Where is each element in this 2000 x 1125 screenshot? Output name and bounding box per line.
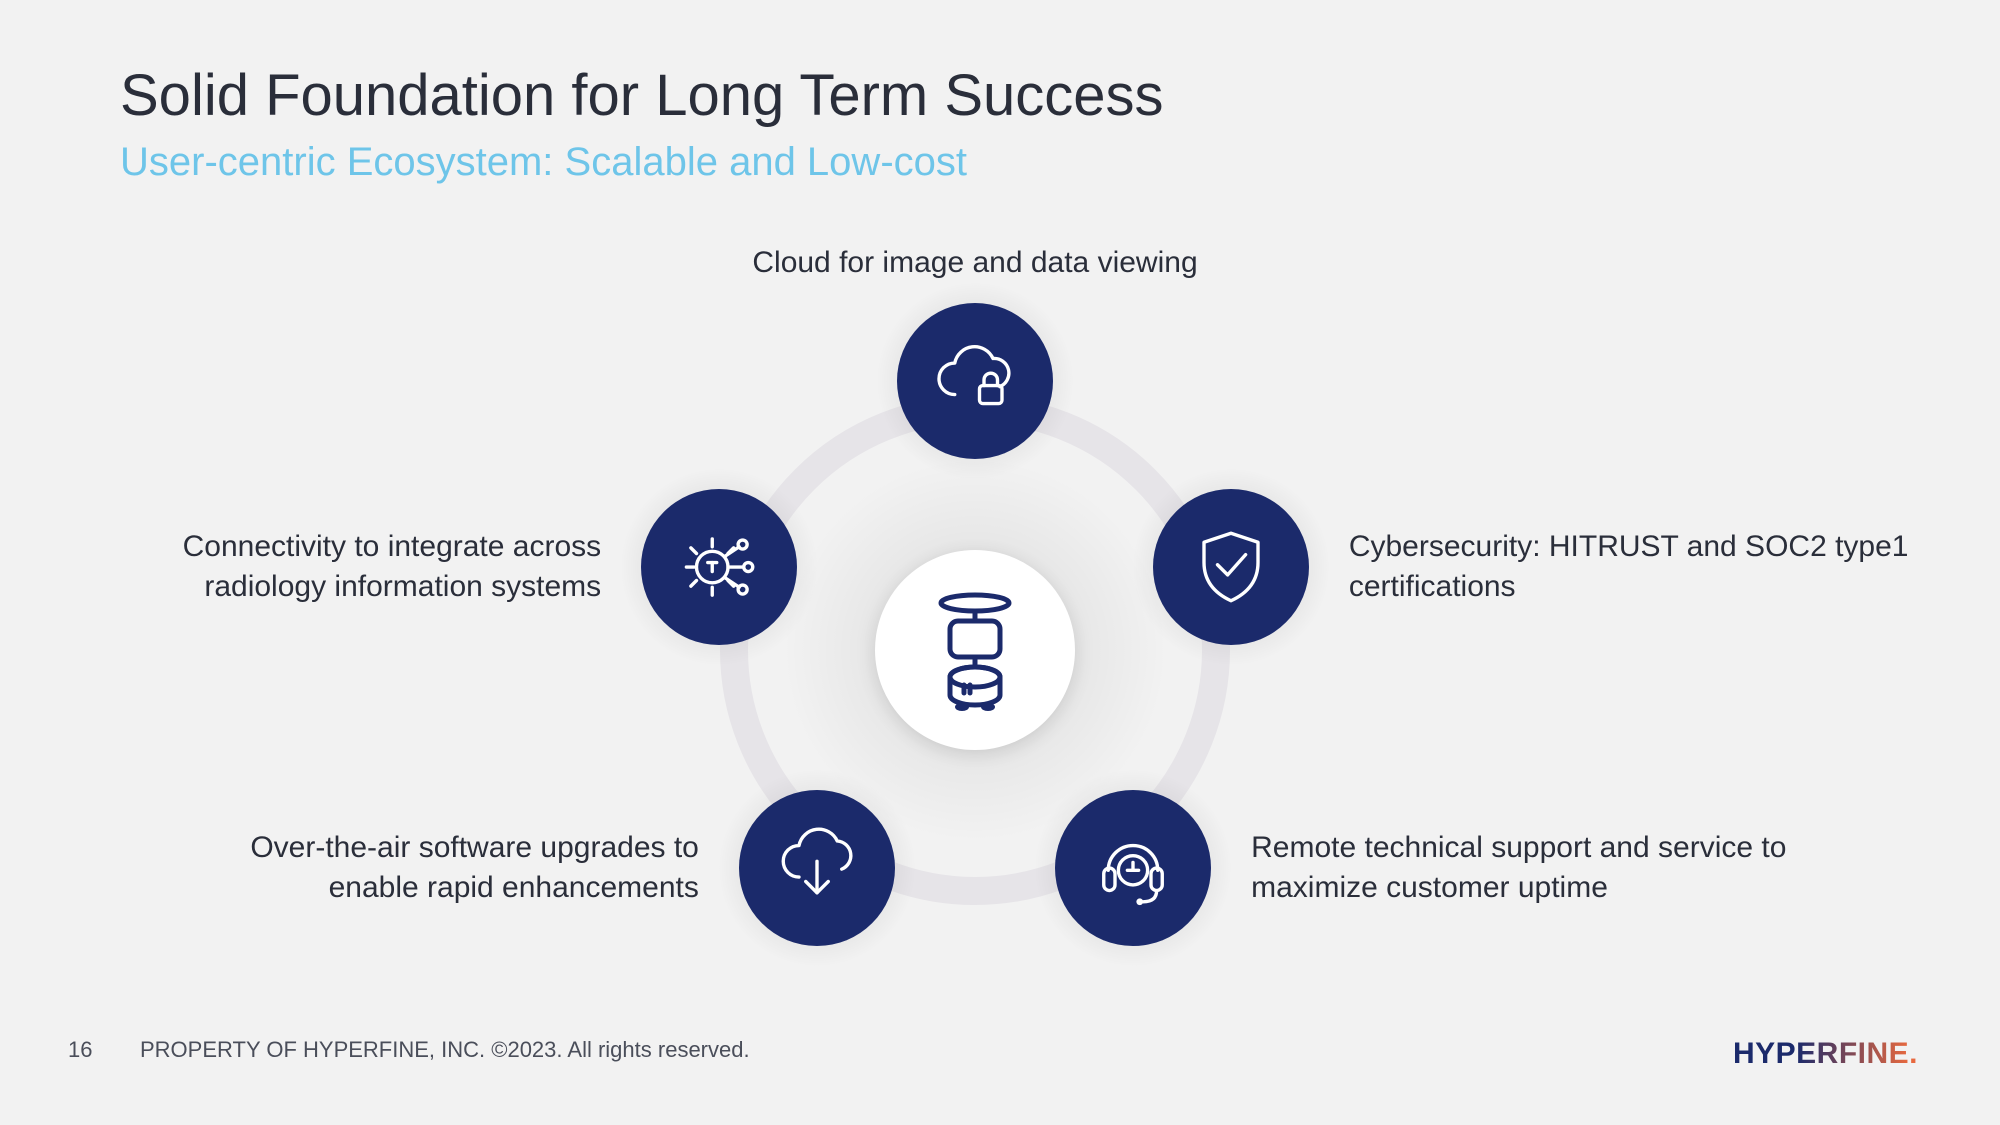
shield-check-icon [1186, 522, 1276, 612]
gear-network-icon [674, 522, 764, 612]
cloud-download-icon [772, 823, 862, 913]
label-connect: Connectivity to integrate across radiolo… [121, 527, 601, 608]
center-hub [875, 550, 1075, 750]
node-connect [641, 489, 797, 645]
label-cloud: Cloud for image and data viewing [625, 243, 1325, 284]
node-ota [739, 790, 895, 946]
node-security [1153, 489, 1309, 645]
label-security: Cybersecurity: HITRUST and SOC2 type1 ce… [1349, 527, 1909, 608]
brand-logo: HYPERFINE. [1733, 1037, 1918, 1071]
node-cloud [897, 303, 1053, 459]
cloud-lock-icon [930, 336, 1020, 426]
node-support [1055, 790, 1211, 946]
label-ota: Over-the-air software upgrades to enable… [219, 828, 699, 909]
mri-device-icon [920, 585, 1030, 715]
page-number: 16 [68, 1037, 92, 1063]
label-support: Remote technical support and service to … [1251, 828, 1811, 909]
copyright: PROPERTY OF HYPERFINE, INC. ©2023. All r… [140, 1037, 750, 1063]
ecosystem-diagram: Cloud for image and data viewing Cybersec… [0, 0, 2000, 1125]
headset-icon [1088, 823, 1178, 913]
